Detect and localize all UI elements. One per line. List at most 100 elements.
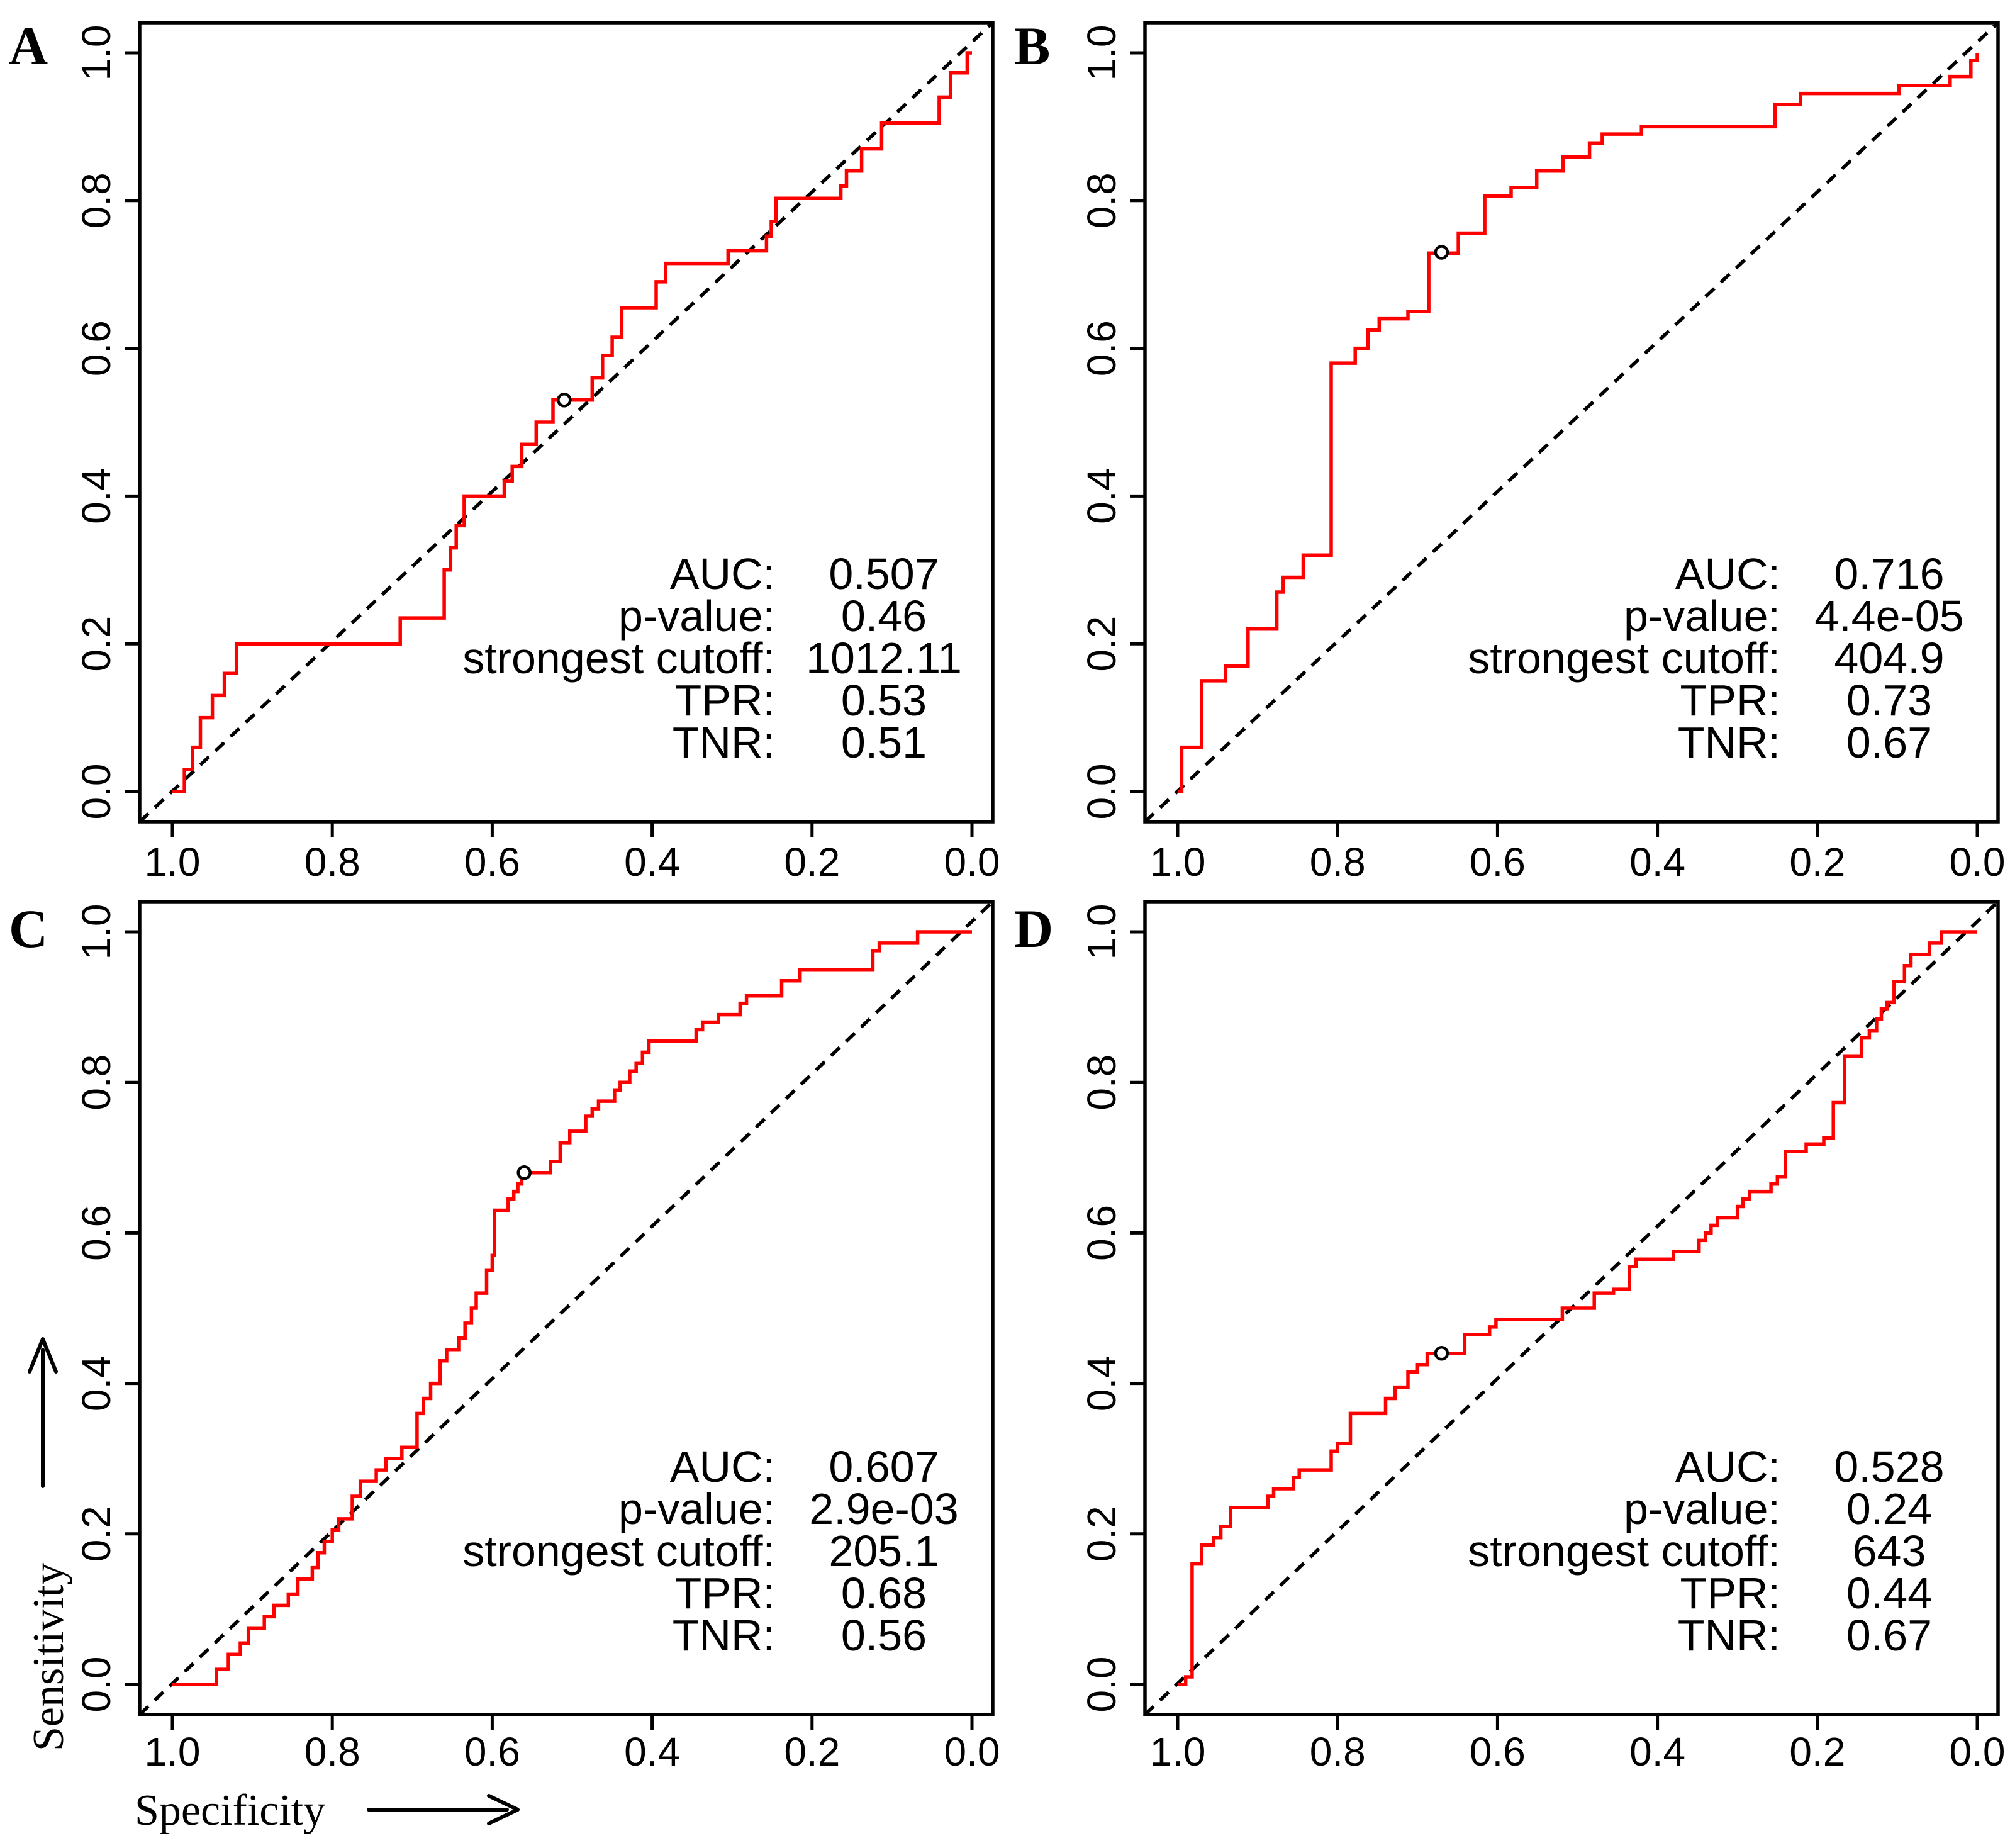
y-tick-label: 0.0 xyxy=(74,764,119,820)
panel-letter: A xyxy=(9,16,48,76)
stat-value: 0.67 xyxy=(1846,1611,1932,1660)
roc-curve xyxy=(172,51,972,793)
stat-label: AUC: xyxy=(1675,549,1780,598)
y-tick-label: 0.6 xyxy=(1079,320,1124,376)
roc-curve xyxy=(172,930,972,1686)
stat-label: strongest cutoff: xyxy=(462,1526,775,1576)
x-tick-label: 0.8 xyxy=(304,1729,360,1774)
strongest-cutoff-marker xyxy=(1434,245,1449,260)
chance-diagonal-line xyxy=(138,900,994,1716)
x-tick-label: 0.4 xyxy=(1629,1729,1685,1774)
x-tick-label: 0.6 xyxy=(1470,1729,1526,1774)
y-tick-label: 1.0 xyxy=(74,25,119,81)
y-tick-label: 0.6 xyxy=(74,320,119,376)
stat-value: 0.607 xyxy=(829,1442,939,1491)
y-tick-label: 1.0 xyxy=(1079,25,1124,81)
panel-C: 1.0 0.8 0.6 0.4 0.2 0.0 0.0 0.2 0.4 0.6 0.8 1.0 AUC:… xyxy=(9,899,1000,1774)
x-tick-label: 0.2 xyxy=(1789,839,1845,885)
panel-D: 1.0 0.8 0.6 0.4 0.2 0.0 0.0 0.2 0.4 0.6 0.8 1.0 AUC:… xyxy=(1014,899,2005,1774)
x-tick-label: 0.8 xyxy=(304,839,360,885)
chance-diagonal-line xyxy=(138,21,994,824)
y-tick-label: 0.2 xyxy=(74,1506,119,1562)
stat-value: 1012.11 xyxy=(806,634,962,683)
y-tick-label: 0.0 xyxy=(1079,764,1124,820)
roc-curve xyxy=(1178,53,1979,793)
x-tick-label: 1.0 xyxy=(145,839,201,885)
y-tick-label: 0.8 xyxy=(1079,1055,1124,1111)
y-tick-label: 0.6 xyxy=(74,1205,119,1261)
stat-value: 0.44 xyxy=(1846,1569,1932,1618)
y-tick-label: 0.8 xyxy=(1079,172,1124,228)
x-axis-title: Specificity xyxy=(135,1786,325,1835)
stat-value: 643 xyxy=(1853,1526,1926,1576)
plot-box xyxy=(138,21,995,824)
y-tick-label: 0.2 xyxy=(74,616,119,672)
x-tick-label: 0.2 xyxy=(1789,1729,1845,1774)
panel-A: 1.0 0.8 0.6 0.4 0.2 0.0 0.0 0.2 0.4 0.6 0.8 1.0 AUC:… xyxy=(9,16,1000,885)
x-tick-label: 0.8 xyxy=(1310,839,1366,885)
y-tick-label: 0.6 xyxy=(1079,1205,1124,1261)
stat-label: TNR: xyxy=(673,718,775,767)
y-tick-label: 0.4 xyxy=(1079,1355,1124,1411)
stat-label: p-value: xyxy=(618,1484,775,1533)
x-tick-label: 0.0 xyxy=(1950,1729,2006,1774)
x-tick-label: 0.2 xyxy=(784,839,840,885)
x-tick-label: 0.6 xyxy=(464,839,520,885)
stat-value: 0.24 xyxy=(1846,1484,1932,1533)
strongest-cutoff-marker xyxy=(1434,1346,1449,1361)
x-tick-label: 0.0 xyxy=(1950,839,2006,885)
y-tick-label: 0.4 xyxy=(1079,468,1124,524)
panel-letter: D xyxy=(1014,899,1053,959)
x-tick-label: 1.0 xyxy=(1150,1729,1206,1774)
y-tick-label: 0.4 xyxy=(74,1355,119,1411)
x-tick-label: 0.8 xyxy=(1310,1729,1366,1774)
chance-diagonal-line xyxy=(1144,21,1999,824)
y-tick-label: 0.2 xyxy=(1079,616,1124,672)
y-tick-label: 0.4 xyxy=(74,468,119,524)
stat-value: 0.53 xyxy=(841,676,927,725)
stat-label: AUC: xyxy=(1675,1442,1780,1491)
y-tick-label: 0.2 xyxy=(1079,1506,1124,1562)
stat-value: 0.507 xyxy=(829,549,939,598)
y-tick-label: 0.8 xyxy=(74,1055,119,1111)
stat-value: 2.9e-03 xyxy=(809,1484,958,1533)
x-tick-label: 0.6 xyxy=(464,1729,520,1774)
stat-value: 4.4e-05 xyxy=(1814,591,1963,641)
x-axis-arrow-icon xyxy=(367,1794,520,1825)
stat-label: TNR: xyxy=(1678,1611,1780,1660)
y-axis-arrow-icon xyxy=(28,1337,58,1488)
x-tick-label: 0.6 xyxy=(1470,839,1526,885)
panel-letter: C xyxy=(9,899,48,959)
stat-value: 0.68 xyxy=(841,1569,927,1618)
plot-box xyxy=(138,900,995,1716)
stat-label: TPR: xyxy=(1680,1569,1780,1618)
stat-label: TPR: xyxy=(675,676,775,725)
x-tick-label: 0.2 xyxy=(784,1729,840,1774)
stat-value: 404.9 xyxy=(1834,634,1944,683)
y-tick-label: 1.0 xyxy=(1079,904,1124,960)
plot-box xyxy=(1143,21,2000,824)
plot-box xyxy=(1143,900,2000,1716)
stat-value: 0.716 xyxy=(1834,549,1944,598)
stat-label: strongest cutoff: xyxy=(462,634,775,683)
y-axis-title: Sensitivity xyxy=(25,1563,73,1751)
x-tick-label: 0.4 xyxy=(624,839,680,885)
strongest-cutoff-marker xyxy=(516,1165,532,1180)
stat-label: p-value: xyxy=(1624,1484,1780,1533)
y-tick-label: 0.8 xyxy=(74,172,119,228)
x-tick-label: 0.0 xyxy=(944,839,1000,885)
x-tick-label: 1.0 xyxy=(145,1729,201,1774)
y-tick-label: 0.0 xyxy=(1079,1657,1124,1713)
panel-B: 1.0 0.8 0.6 0.4 0.2 0.0 0.0 0.2 0.4 0.6 0.8 1.0 AUC:… xyxy=(1014,16,2005,885)
stat-label: strongest cutoff: xyxy=(1468,1526,1780,1576)
stat-label: AUC: xyxy=(670,1442,775,1491)
stat-label: TPR: xyxy=(1680,676,1780,725)
strongest-cutoff-marker xyxy=(557,393,572,408)
stat-label: TNR: xyxy=(673,1611,775,1660)
y-tick-label: 0.0 xyxy=(74,1657,119,1713)
stat-value: 0.51 xyxy=(841,718,927,767)
stat-label: strongest cutoff: xyxy=(1468,634,1780,683)
x-tick-label: 1.0 xyxy=(1150,839,1206,885)
